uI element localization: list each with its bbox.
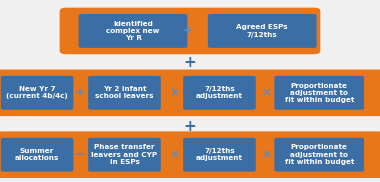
Text: Proportionate
adjustment to
fit within budget: Proportionate adjustment to fit within b… [285,83,354,103]
FancyBboxPatch shape [1,138,73,172]
Text: Phase transfer
leavers and CYP
in ESPs: Phase transfer leavers and CYP in ESPs [91,145,158,165]
Text: ×: × [261,86,271,99]
FancyBboxPatch shape [183,76,256,110]
Text: ×: × [170,86,180,99]
Text: Proportionate
adjustment to
fit within budget: Proportionate adjustment to fit within b… [285,145,354,165]
Text: Identified
complex new
Yr R: Identified complex new Yr R [106,21,160,41]
FancyBboxPatch shape [183,138,256,172]
Text: Summer
allocations: Summer allocations [15,148,59,161]
Text: 7/12ths
adjustment: 7/12ths adjustment [196,148,243,161]
Text: +: + [184,119,196,134]
FancyBboxPatch shape [0,131,380,178]
Text: +: + [75,86,85,99]
FancyBboxPatch shape [0,70,380,116]
Text: +: + [184,55,196,70]
FancyBboxPatch shape [88,138,161,172]
Text: −: − [75,148,85,161]
Text: ×: × [170,148,180,161]
FancyBboxPatch shape [88,76,161,110]
Text: 7/12ths
adjustment: 7/12ths adjustment [196,86,243,99]
Text: New Yr 7
(current 4b/4c): New Yr 7 (current 4b/4c) [6,86,68,99]
FancyBboxPatch shape [208,14,317,48]
Text: Agreed ESPs
7/12ths: Agreed ESPs 7/12ths [236,24,288,37]
Text: Yr 2 infant
school leavers: Yr 2 infant school leavers [95,86,154,99]
FancyBboxPatch shape [274,76,364,110]
FancyBboxPatch shape [1,76,73,110]
Text: ×: × [261,148,271,161]
Text: +: + [183,24,193,37]
FancyBboxPatch shape [274,138,364,172]
FancyBboxPatch shape [79,14,187,48]
FancyBboxPatch shape [60,8,320,54]
